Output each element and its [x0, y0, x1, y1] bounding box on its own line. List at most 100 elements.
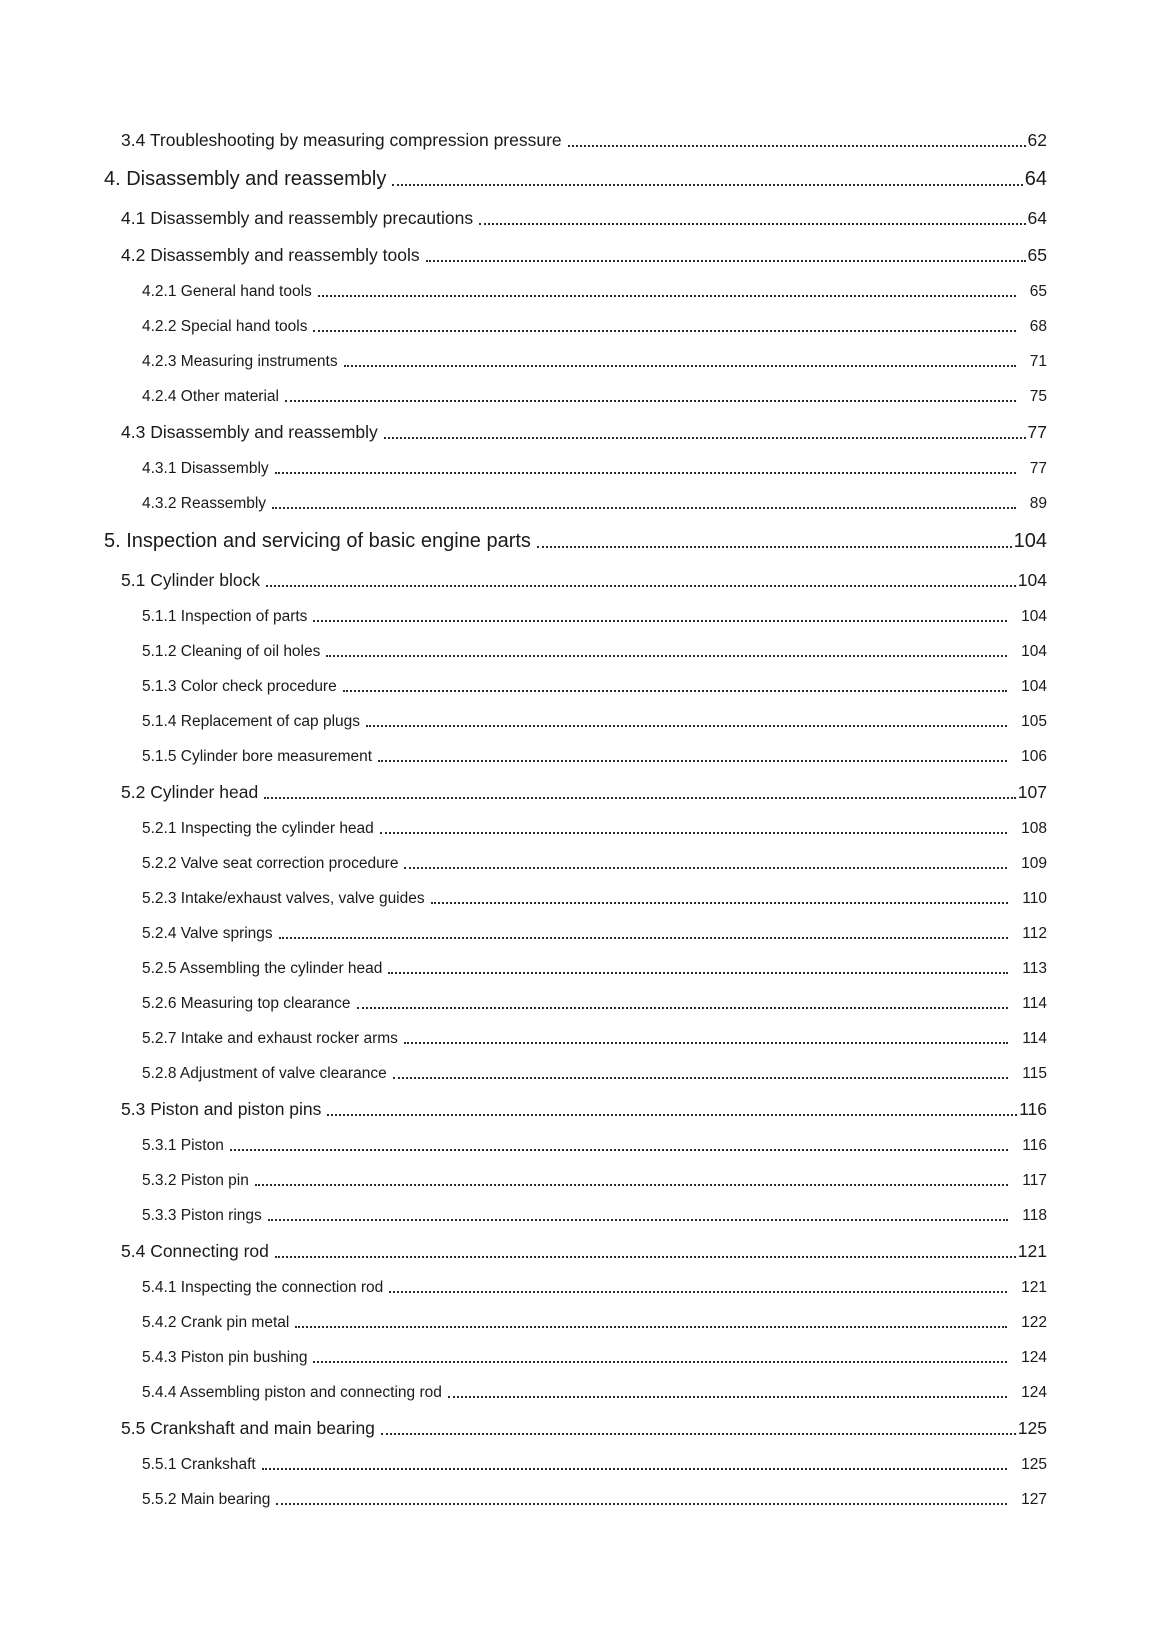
toc-entry-page: 104 [1017, 570, 1047, 590]
toc-entry[interactable]: 5.4.2 Crank pin metal 122 [142, 1312, 1047, 1333]
toc-entry[interactable]: 4.2.3 Measuring instruments 71 [142, 351, 1047, 372]
toc-entry[interactable]: 5.4.3 Piston pin bushing 124 [142, 1347, 1047, 1368]
toc-entry-page: 118 [1022, 1207, 1047, 1224]
toc-entry[interactable]: 5.1.5 Cylinder bore measurement 106 [142, 746, 1047, 767]
toc-entry-page: 124 [1021, 1349, 1047, 1366]
toc-entry[interactable]: 5.2.2 Valve seat correction procedure 10… [142, 853, 1047, 874]
toc-entry[interactable]: 5.2.1 Inspecting the cylinder head 108 [142, 818, 1047, 839]
dot-leader [479, 223, 1026, 225]
toc-entry-label: 5.2.2 Valve seat correction procedure [142, 855, 399, 872]
dot-leader [447, 1396, 1008, 1398]
toc-entry[interactable]: 4.2.2 Special hand tools 68 [142, 316, 1047, 337]
toc-entry-label: 5.5.2 Main bearing [142, 1491, 271, 1508]
toc-entry[interactable]: 5.1 Cylinder block 104 [121, 569, 1047, 592]
dot-leader [313, 330, 1016, 332]
toc-entry[interactable]: 5.2.6 Measuring top clearance 114 [142, 993, 1047, 1014]
toc-entry-label: 5.4 Connecting rod [121, 1241, 269, 1261]
toc-entry[interactable]: 5.2.7 Intake and exhaust rocker arms 114 [142, 1028, 1047, 1049]
toc-entry-label: 5.2.6 Measuring top clearance [142, 995, 351, 1012]
toc-entry[interactable]: 4.2.1 General hand tools 65 [142, 281, 1047, 302]
toc-entry-page: 124 [1021, 1384, 1047, 1401]
toc-entry-page: 89 [1029, 495, 1047, 512]
dot-leader [380, 1433, 1016, 1435]
toc-entry-label: 5.1.2 Cleaning of oil holes [142, 643, 321, 660]
toc-entry-page: 125 [1021, 1456, 1047, 1473]
toc-entry-label: 4.2 Disassembly and reassembly tools [121, 245, 420, 265]
toc-entry-page: 75 [1029, 388, 1047, 405]
toc-entry-page: 71 [1029, 353, 1047, 370]
dot-leader [383, 437, 1026, 439]
toc-entry[interactable]: 5.5 Crankshaft and main bearing 125 [121, 1417, 1047, 1440]
toc-entry-page: 65 [1027, 245, 1047, 265]
toc-entry-page: 114 [1022, 1030, 1047, 1047]
toc-entry[interactable]: 5.2.4 Valve springs 112 [142, 923, 1047, 944]
dot-leader [276, 1503, 1008, 1505]
toc-entry[interactable]: 4.2 Disassembly and reassembly tools 65 [121, 244, 1047, 267]
toc-entry[interactable]: 4.1 Disassembly and reassembly precautio… [121, 207, 1047, 230]
toc-entry[interactable]: 5.3 Piston and piston pins 116 [121, 1098, 1047, 1121]
toc-entry[interactable]: 5.1.1 Inspection of parts 104 [142, 606, 1047, 627]
dot-leader [313, 620, 1008, 622]
toc-entry-label: 5.2.3 Intake/exhaust valves, valve guide… [142, 890, 425, 907]
dot-leader [430, 902, 1009, 904]
dot-leader [274, 1256, 1016, 1258]
toc-entry-label: 5.2.7 Intake and exhaust rocker arms [142, 1030, 398, 1047]
toc-entry-label: 5.3 Piston and piston pins [121, 1099, 322, 1119]
toc-entry[interactable]: 5.5.2 Main bearing 127 [142, 1489, 1047, 1510]
toc-entry-label: 5.4.2 Crank pin metal [142, 1314, 290, 1331]
toc-entry[interactable]: 5.2.3 Intake/exhaust valves, valve guide… [142, 888, 1047, 909]
toc-entry-label: 4.2.1 General hand tools [142, 283, 312, 300]
toc-entry-label: 5.3.1 Piston [142, 1137, 224, 1154]
toc-entry-page: 104 [1021, 643, 1047, 660]
toc-entry[interactable]: 4.3 Disassembly and reassembly 77 [121, 421, 1047, 444]
toc-entry-page: 77 [1027, 422, 1047, 442]
dot-leader [261, 1468, 1008, 1470]
toc-entry[interactable]: 4.3.2 Reassembly 89 [142, 493, 1047, 514]
toc-entry-label: 5.1 Cylinder block [121, 570, 261, 590]
toc-entry[interactable]: 5.1.2 Cleaning of oil holes 104 [142, 641, 1047, 662]
dot-leader [295, 1326, 1008, 1328]
dot-leader [379, 832, 1008, 834]
toc-entry[interactable]: 3.4 Troubleshooting by measuring compres… [121, 129, 1047, 152]
dot-leader [264, 797, 1016, 799]
toc-entry[interactable]: 5.1.4 Replacement of cap plugs 105 [142, 711, 1047, 732]
toc-entry-label: 4.3.1 Disassembly [142, 460, 269, 477]
toc-entry[interactable]: 5.4 Connecting rod 121 [121, 1240, 1047, 1263]
toc-entry[interactable]: 5.4.4 Assembling piston and connecting r… [142, 1382, 1047, 1403]
toc-entry-page: 64 [1027, 208, 1047, 228]
toc-entry[interactable]: 5. Inspection and servicing of basic eng… [104, 528, 1047, 554]
toc-entry-page: 121 [1021, 1279, 1047, 1296]
toc-entry[interactable]: 5.2.5 Assembling the cylinder head 113 [142, 958, 1047, 979]
toc-entry[interactable]: 5.3.2 Piston pin 117 [142, 1170, 1047, 1191]
dot-leader [317, 295, 1016, 297]
toc-entry-page: 116 [1019, 1099, 1047, 1119]
toc-entry[interactable]: 5.5.1 Crankshaft 125 [142, 1454, 1047, 1475]
toc-entry-label: 5.5.1 Crankshaft [142, 1456, 256, 1473]
toc-entry-label: 5.2.4 Valve springs [142, 925, 273, 942]
toc-entry[interactable]: 5.3.3 Piston rings 118 [142, 1205, 1047, 1226]
toc-entry[interactable]: 4.2.4 Other material 75 [142, 386, 1047, 407]
toc-entry[interactable]: 4.3.1 Disassembly 77 [142, 458, 1047, 479]
toc-entry-page: 114 [1022, 995, 1047, 1012]
toc-entry-label: 5.1.5 Cylinder bore measurement [142, 748, 373, 765]
toc-entry-label: 5.2.8 Adjustment of valve clearance [142, 1065, 387, 1082]
toc-entry[interactable]: 5.4.1 Inspecting the connection rod 121 [142, 1277, 1047, 1298]
dot-leader [313, 1361, 1008, 1363]
dot-leader [388, 972, 1009, 974]
toc-entry-label: 4.1 Disassembly and reassembly precautio… [121, 208, 474, 228]
toc-entry[interactable]: 5.3.1 Piston 116 [142, 1135, 1047, 1156]
dot-leader [326, 655, 1008, 657]
toc-entry-page: 110 [1022, 890, 1047, 907]
dot-leader [425, 260, 1026, 262]
dot-leader [327, 1114, 1018, 1116]
toc-entry-label: 5.5 Crankshaft and main bearing [121, 1418, 375, 1438]
toc-entry-page: 112 [1022, 925, 1047, 942]
dot-leader [567, 145, 1026, 147]
dot-leader [356, 1007, 1009, 1009]
toc-entry-page: 115 [1022, 1065, 1047, 1082]
toc-entry-page: 107 [1017, 782, 1047, 802]
toc-entry[interactable]: 5.1.3 Color check procedure 104 [142, 676, 1047, 697]
toc-entry[interactable]: 4. Disassembly and reassembly 64 [104, 166, 1047, 192]
toc-entry[interactable]: 5.2.8 Adjustment of valve clearance 115 [142, 1063, 1047, 1084]
toc-entry[interactable]: 5.2 Cylinder head 107 [121, 781, 1047, 804]
